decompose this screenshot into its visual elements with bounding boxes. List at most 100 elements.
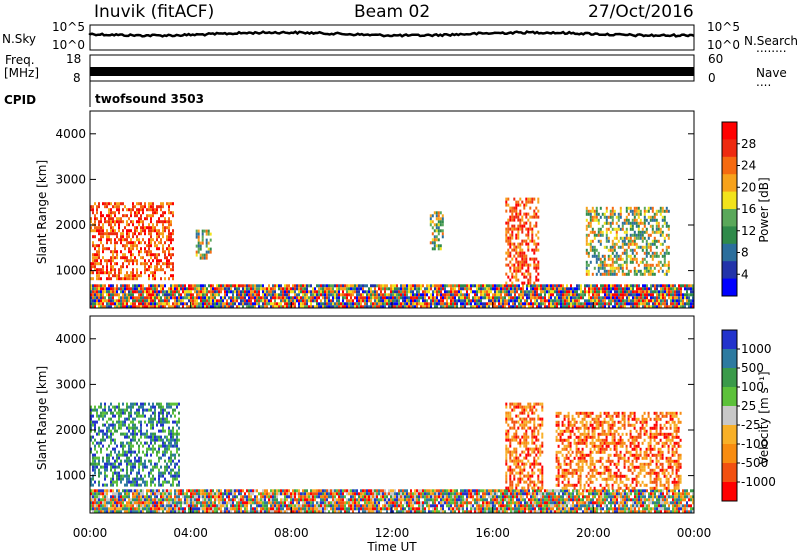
echo-cell xyxy=(524,302,526,306)
echo-cell xyxy=(511,206,514,210)
echo-cell xyxy=(116,492,118,496)
echo-cell xyxy=(226,305,228,309)
echo-cell xyxy=(611,263,614,267)
echo-cell xyxy=(593,218,596,222)
echo-cell xyxy=(635,218,638,222)
echo-cell xyxy=(260,287,262,291)
echo-cell xyxy=(488,305,490,309)
echo-cell xyxy=(98,268,100,272)
echo-cell xyxy=(90,284,92,288)
echo-cell xyxy=(512,299,514,303)
echo-cell xyxy=(300,290,302,294)
echo-cell xyxy=(140,208,142,212)
echo-cell xyxy=(162,305,164,309)
echo-cell xyxy=(240,495,242,499)
echo-cell xyxy=(238,284,240,288)
echo-cell xyxy=(490,299,492,303)
echo-cell xyxy=(248,489,250,493)
echo-cell xyxy=(597,212,600,216)
echo-cell xyxy=(176,402,178,406)
echo-cell xyxy=(651,272,654,276)
echo-cell xyxy=(168,405,170,409)
echo-cell xyxy=(508,305,510,309)
echo-cell xyxy=(661,269,664,273)
echo-cell xyxy=(110,462,112,466)
echo-cell xyxy=(645,242,648,246)
echo-cell xyxy=(587,272,590,276)
nave-legend-line: .... xyxy=(756,75,772,89)
echo-cell xyxy=(126,235,128,239)
echo-cell xyxy=(650,299,652,303)
echo-cell xyxy=(160,495,162,499)
echo-cell xyxy=(661,215,664,219)
echo-cell xyxy=(595,260,598,264)
echo-cell xyxy=(667,269,670,273)
echo-cell xyxy=(114,501,116,505)
echo-cell xyxy=(178,468,180,472)
echo-cell xyxy=(613,245,616,249)
echo-cell xyxy=(144,287,146,291)
echo-cell xyxy=(535,266,538,270)
echo-cell xyxy=(228,489,230,493)
echo-cell xyxy=(186,504,188,508)
echo-cell xyxy=(220,504,222,508)
echo-cell xyxy=(262,299,264,303)
echo-cell xyxy=(441,229,444,233)
echo-cell xyxy=(500,290,502,294)
echo-cell xyxy=(160,232,162,236)
echo-cell xyxy=(90,426,92,430)
echo-cell xyxy=(418,287,420,291)
echo-cell xyxy=(368,287,370,291)
echo-cell xyxy=(124,214,126,218)
echo-cell xyxy=(126,471,128,475)
echo-cell xyxy=(572,299,574,303)
echo-cell xyxy=(564,290,566,294)
echo-cell xyxy=(106,453,108,457)
echo-cell xyxy=(199,241,202,245)
echo-cell xyxy=(108,211,110,215)
echo-cell xyxy=(148,447,150,451)
echo-cell xyxy=(132,483,134,487)
echo-cell xyxy=(603,272,606,276)
echo-cell xyxy=(90,450,92,454)
echo-cell xyxy=(433,223,436,227)
echo-cell xyxy=(548,296,550,300)
echo-cell xyxy=(522,293,524,297)
echo-cell xyxy=(670,293,672,297)
echo-cell xyxy=(128,456,130,460)
echo-cell xyxy=(554,290,556,294)
echo-cell xyxy=(600,296,602,300)
echo-cell xyxy=(124,459,126,463)
echo-cell xyxy=(437,247,440,251)
echo-cell xyxy=(140,202,142,206)
echo-cell xyxy=(138,290,140,294)
echo-cell xyxy=(442,293,444,297)
echo-cell xyxy=(430,293,432,297)
echo-cell xyxy=(653,239,656,243)
echo-cell xyxy=(262,287,264,291)
echo-cell xyxy=(400,290,402,294)
echo-cell xyxy=(304,299,306,303)
echo-cell xyxy=(140,271,142,275)
echo-cell xyxy=(609,257,612,261)
freq-label-line1: Freq. xyxy=(5,53,35,67)
echo-cell xyxy=(615,266,618,270)
echo-cell xyxy=(176,492,178,496)
echo-cell xyxy=(170,247,172,251)
echo-cell xyxy=(150,507,152,511)
echo-cell xyxy=(148,238,150,242)
echo-cell xyxy=(92,465,94,469)
echo-cell xyxy=(166,220,168,224)
echo-cell xyxy=(598,287,600,291)
echo-cell xyxy=(186,492,188,496)
echo-cell xyxy=(589,245,592,249)
echo-cell xyxy=(266,290,268,294)
echo-cell xyxy=(172,265,174,269)
echo-cell xyxy=(146,504,148,508)
echo-cell xyxy=(234,492,236,496)
nsky-panel-frame xyxy=(89,24,695,51)
echo-cell xyxy=(642,305,644,309)
echo-cell xyxy=(138,302,140,306)
echo-cell xyxy=(548,287,550,291)
echo-cell xyxy=(152,474,154,478)
